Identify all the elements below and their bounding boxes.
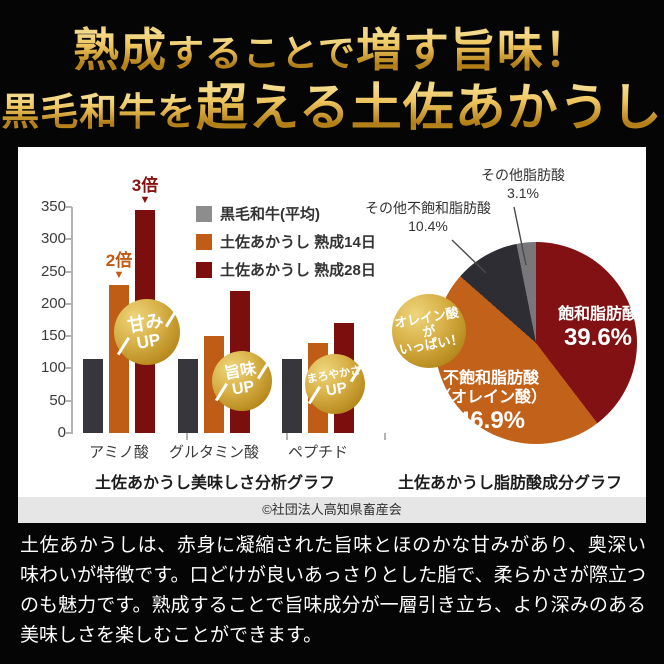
legend-row: 土佐あかうし 熟成14日 — [196, 231, 376, 252]
slice-label: 飽和脂肪酸 — [557, 306, 639, 323]
annotation-2x: 2倍 ▼ — [106, 252, 132, 281]
category-label: アミノ酸 — [89, 444, 149, 461]
slice-percent: 39.6% — [563, 324, 633, 352]
legend-swatch-aged28 — [196, 261, 212, 278]
headline-segment: 熟成 — [73, 14, 167, 80]
badge-text: UP — [135, 329, 162, 353]
y-tick-label: 350 — [40, 198, 66, 215]
x-tick-mark — [286, 433, 288, 440]
badge-text: UP — [230, 378, 256, 399]
down-arrow-icon: ▼ — [113, 269, 125, 281]
y-tick-label: 0 — [57, 424, 66, 441]
legend-label: 黒毛和牛(平均) — [220, 206, 320, 223]
annotation-3x: 3倍 ▼ — [132, 177, 158, 206]
bar-グルタミン酸-series1 — [178, 358, 198, 433]
category-label: グルタミン酸 — [168, 444, 260, 461]
y-tick-label: 200 — [40, 294, 66, 312]
header-banner: 熟成 することで 増す旨味！ 黒毛和牛を 超える土佐あかうし — [0, 0, 664, 147]
x-tick-mark — [384, 433, 386, 440]
y-tick-mark — [65, 302, 72, 305]
legend-row: 土佐あかうし 熟成28日 — [196, 259, 376, 280]
slice-percent: 3.1% — [507, 184, 539, 201]
charts-panel: 0 50 100 150 200 250 300 350 アミノ酸 グルタミン酸 ペプチド 黒毛和… — [18, 147, 646, 497]
y-tick-label: 50 — [49, 391, 66, 409]
pie-label-unsaturated: 不飽和脂肪酸 （オレイン酸） 46.9% — [435, 369, 547, 436]
bar-chart-caption: 土佐あかうし美味しさ分析グラフ — [94, 475, 336, 492]
badge-slash-icon — [256, 360, 270, 380]
y-tick-mark — [65, 335, 72, 338]
headline-segment: することで — [167, 23, 356, 77]
bar-ペプチド-series1 — [282, 358, 302, 433]
credit-bar: ©社団法人高知県畜産会 — [18, 497, 646, 523]
annotation-text: 3倍 — [131, 176, 159, 195]
headline-segment: 超える土佐あかうし — [196, 66, 662, 140]
y-tick-label: 100 — [40, 359, 66, 377]
legend-label: 土佐あかうし 熟成14日 — [220, 234, 376, 251]
down-arrow-icon: ▼ — [139, 194, 151, 206]
annotation-text: 2倍 — [105, 251, 133, 270]
bar-chart-axis-line — [71, 207, 73, 434]
y-tick-mark — [65, 367, 72, 370]
badge-maroyakasa-up: まろやかさ UP — [305, 354, 365, 414]
pie-label-saturated: 飽和脂肪酸 39.6% — [558, 305, 638, 353]
badge-umami-up: 旨味 UP — [212, 351, 272, 411]
headline-segment: 黒毛和牛を — [1, 81, 196, 136]
legend-swatch-wagyu — [196, 205, 212, 222]
description-paragraph: 土佐あかうしは、赤身に凝縮された旨味とほのかな甘みがあり、奥深い味わいが特徴です… — [20, 535, 646, 646]
badge-slash-icon — [164, 308, 178, 328]
pie-chart — [435, 242, 637, 444]
badge-slash-icon — [116, 336, 130, 356]
x-tick-mark — [186, 433, 188, 440]
callout-other-unsaturated-fat: その他不飽和脂肪酸 10.4% — [365, 200, 491, 235]
slice-label: （オレイン酸） — [434, 389, 548, 407]
pie-chart-caption: 土佐あかうし脂肪酸成分グラフ — [397, 475, 623, 492]
callout-other-fat: その他脂肪酸 3.1% — [481, 167, 565, 202]
badge-amami-up: 甘み UP — [114, 299, 180, 365]
slice-percent: 46.9% — [456, 407, 526, 435]
y-tick-mark — [65, 270, 72, 273]
y-tick-mark — [65, 432, 72, 434]
y-tick-label: 250 — [40, 262, 66, 280]
y-tick-mark — [65, 206, 72, 208]
y-tick-label: 300 — [40, 230, 66, 248]
slice-label: その他脂肪酸 — [481, 167, 565, 183]
bar-chart-legend: 黒毛和牛(平均) 土佐あかうし 熟成14日 土佐あかうし 熟成28日 — [196, 203, 376, 280]
headline-segment: 増す旨味！ — [356, 14, 591, 80]
slice-label: 不飽和脂肪酸 — [442, 370, 540, 387]
y-tick-label: 150 — [40, 327, 66, 345]
headline-line1: 熟成 することで 増す旨味！ — [0, 14, 664, 80]
legend-label: 土佐あかうし 熟成28日 — [220, 262, 376, 279]
slice-label: その他不飽和脂肪酸 — [365, 200, 491, 216]
slice-percent: 10.4% — [408, 217, 448, 234]
legend-swatch-aged14 — [196, 233, 212, 250]
legend-row: 黒毛和牛(平均) — [196, 203, 376, 224]
badge-oleic-acid: オレイン酸が いっぱい！ — [392, 294, 466, 368]
bar-アミノ酸-series1 — [83, 358, 103, 433]
headline-line2: 黒毛和牛を 超える土佐あかうし — [0, 66, 664, 140]
y-tick-mark — [65, 399, 72, 402]
y-tick-mark — [65, 238, 72, 241]
category-label: ペプチド — [287, 444, 349, 461]
